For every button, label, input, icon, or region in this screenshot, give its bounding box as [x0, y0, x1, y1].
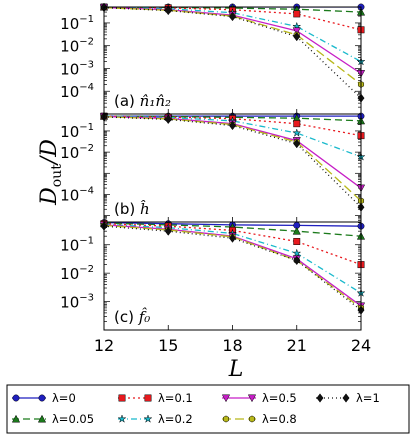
x-tick-label: 21 — [287, 336, 307, 355]
data-point-l1 — [293, 139, 301, 149]
panel-a: 10−1 10−2 10−3 10−4 (a) n̂₁n̂₂ — [60, 2, 366, 115]
data-point-l1 — [228, 233, 237, 243]
x-tick-label: 15 — [158, 336, 178, 355]
data-point-l01 — [293, 10, 301, 18]
y-tick-label: 10−1 — [60, 122, 94, 141]
data-point-l005 — [292, 226, 301, 235]
series-line-l08 — [104, 7, 361, 85]
legend-marker-l1 — [342, 393, 350, 403]
x-tick-label: 24 — [351, 336, 371, 355]
legend-marker-l01 — [144, 394, 152, 402]
series-line-l08 — [104, 224, 361, 309]
data-point-l1 — [293, 32, 301, 42]
legend-marker-l08 — [222, 415, 230, 423]
y-tick-label: 10−1 — [60, 14, 94, 33]
data-point-l02 — [292, 128, 302, 137]
legend-label-l05: λ=0.5 — [262, 391, 297, 405]
series-line-l1 — [104, 7, 361, 99]
legend-label-l0: λ=0 — [52, 391, 76, 405]
data-point-l01 — [293, 120, 301, 128]
data-point-l1 — [228, 11, 237, 22]
data-point-l1 — [293, 255, 301, 266]
legend-marker-l0 — [12, 394, 20, 402]
legend-marker-l0 — [38, 394, 46, 402]
data-point-l1 — [228, 120, 237, 131]
data-point-l01 — [293, 238, 301, 245]
legend-frame — [6, 384, 410, 434]
y-tick-label: 10−3 — [60, 293, 94, 312]
y-tick-label: 10−2 — [60, 37, 94, 56]
y-tick-label: 10−2 — [60, 143, 94, 162]
series-line-l08 — [104, 116, 361, 202]
y-tick-label: 10−4 — [60, 185, 94, 204]
data-point-l05 — [292, 27, 301, 36]
panel-b: 10−1 10−2 10−4 (b) ĥ — [60, 111, 366, 223]
legend-marker-l01 — [118, 394, 126, 402]
y-axis-label-tail: /D — [37, 139, 62, 166]
legend-label-l01: λ=0.1 — [158, 391, 193, 405]
x-tick-label: 18 — [222, 336, 242, 355]
y-axis-label: Dout/D — [37, 139, 65, 206]
legend-label-l005: λ=0.05 — [52, 412, 94, 426]
series-line-l005 — [104, 115, 361, 122]
legend-marker-l02 — [143, 414, 153, 423]
legend-marker-l02 — [117, 414, 127, 423]
panel-label: (a) n̂₁n̂₂ — [114, 92, 171, 110]
series-line-l02 — [104, 115, 361, 158]
data-point-l02 — [292, 248, 302, 258]
legend-label-l08: λ=0.8 — [262, 412, 297, 426]
data-point-l1 — [164, 114, 172, 125]
legend-marker-l005 — [11, 414, 21, 423]
legend-marker-l005 — [37, 414, 47, 423]
y-tick-label: 10−1 — [60, 236, 94, 255]
y-axis-label-sub: out — [49, 164, 65, 187]
y-tick-label: 10−4 — [60, 82, 94, 101]
data-point-l1 — [164, 5, 172, 16]
y-tick-label: 10−2 — [60, 264, 94, 283]
legend-marker-l05 — [247, 394, 257, 403]
series-line-l01 — [104, 223, 361, 266]
x-axis-label: L — [228, 357, 244, 382]
legend-marker-l05 — [221, 394, 231, 403]
series-line-l005 — [104, 7, 361, 13]
y-axis-label-main: D — [37, 187, 62, 206]
axes-frame — [103, 221, 362, 331]
series-line-l1 — [104, 225, 361, 311]
legend-label-l02: λ=0.2 — [158, 412, 193, 426]
series-line-l02 — [104, 223, 361, 294]
panel-c: 10−1 10−2 10−3 (c) f̂₀12 15 18 21 24 — [60, 218, 371, 355]
x-tick-label: 12 — [94, 336, 114, 355]
data-point-l1 — [164, 226, 172, 236]
series-line-l02 — [104, 7, 361, 63]
y-tick-label: 10−3 — [60, 59, 94, 78]
series-line-l1 — [104, 116, 361, 208]
legend-marker-l1 — [316, 393, 324, 403]
panel-label: (b) ĥ — [114, 200, 150, 218]
legend: λ=0 λ=0.1 λ=0.5 λ=1 λ=0.05 λ=0.2 λ=0.8 — [6, 384, 410, 434]
series-line-l005 — [104, 222, 361, 237]
legend-label-l1: λ=1 — [356, 391, 380, 405]
panel-label: (c) f̂₀ — [114, 308, 150, 326]
legend-marker-l08 — [248, 415, 256, 423]
